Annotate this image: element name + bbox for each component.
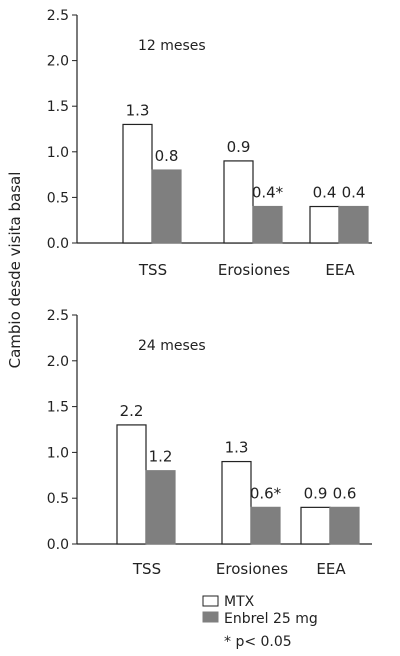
y-tick-label: 2.0 — [47, 54, 69, 70]
y-tick-label: 2.0 — [47, 354, 69, 370]
legend-swatch-enbrel — [202, 611, 219, 623]
y-tick-label: 1.0 — [47, 445, 69, 461]
y-axis-label: Cambio desde visita basal — [6, 172, 24, 369]
y-tick-label: 0.0 — [47, 236, 69, 252]
bar-mtx — [309, 205, 340, 244]
data-label: 0.8 — [155, 147, 179, 165]
bar-mtx — [122, 123, 153, 244]
data-label: 0.6 — [333, 484, 357, 502]
panel-24-meses: 24 meses 0.0 0.5 1.0 1.5 2.0 2.5 TSS Erosiones E… — [47, 308, 372, 578]
bar-mtx — [223, 160, 254, 244]
y-tick-label: 1.5 — [47, 400, 69, 416]
data-label: 0.9 — [304, 484, 328, 502]
significance-note: * p< 0.05 — [224, 634, 292, 650]
y-tick-label: 0.5 — [47, 190, 69, 206]
x-category-label: EEA — [316, 560, 346, 578]
x-category-label: TSS — [132, 560, 161, 578]
data-label: 0.9 — [227, 138, 251, 156]
y-tick-label: 0.5 — [47, 491, 69, 507]
data-label: 2.2 — [120, 402, 144, 420]
legend-swatch-mtx — [202, 595, 219, 607]
data-label: 1.2 — [149, 448, 173, 466]
y-tick-label: 2.5 — [47, 8, 69, 24]
data-label: 1.3 — [126, 101, 150, 119]
bar-enbrel-25-mg — [250, 506, 281, 545]
x-category-label: TSS — [138, 261, 167, 279]
bar-mtx — [221, 460, 252, 545]
data-label: 0.4* — [252, 184, 284, 202]
panel-title: 24 meses — [138, 338, 206, 354]
bar-enbrel-25-mg — [252, 205, 283, 244]
bar-enbrel-25-mg — [338, 205, 369, 244]
y-tick-label: 1.5 — [47, 99, 69, 115]
data-label: 0.6* — [250, 484, 282, 502]
data-label: 1.3 — [225, 439, 249, 457]
bar-enbrel-25-mg — [329, 506, 360, 545]
y-tick-label: 1.0 — [47, 145, 69, 161]
y-tick-label: 0.0 — [47, 537, 69, 553]
data-label: 0.4 — [313, 184, 337, 202]
bar-mtx — [116, 424, 147, 545]
y-tick-label: 2.5 — [47, 308, 69, 324]
bar-mtx — [300, 506, 331, 545]
legend-label-enbrel: Enbrel 25 mg — [224, 611, 318, 627]
x-category-label: Erosiones — [218, 261, 290, 279]
bar-enbrel-25-mg — [145, 470, 176, 545]
x-category-label: EEA — [325, 261, 355, 279]
x-category-label: Erosiones — [216, 560, 288, 578]
legend-label-mtx: MTX — [224, 594, 255, 610]
legend: MTX Enbrel 25 mg * p< 0.05 — [202, 594, 318, 650]
panel-title: 12 meses — [138, 38, 206, 54]
panel-12-meses: 12 meses 0.0 0.5 1.0 1.5 2.0 2.5 TSS Erosiones E… — [47, 8, 372, 279]
data-label: 0.4 — [342, 184, 366, 202]
bar-enbrel-25-mg — [151, 169, 182, 244]
